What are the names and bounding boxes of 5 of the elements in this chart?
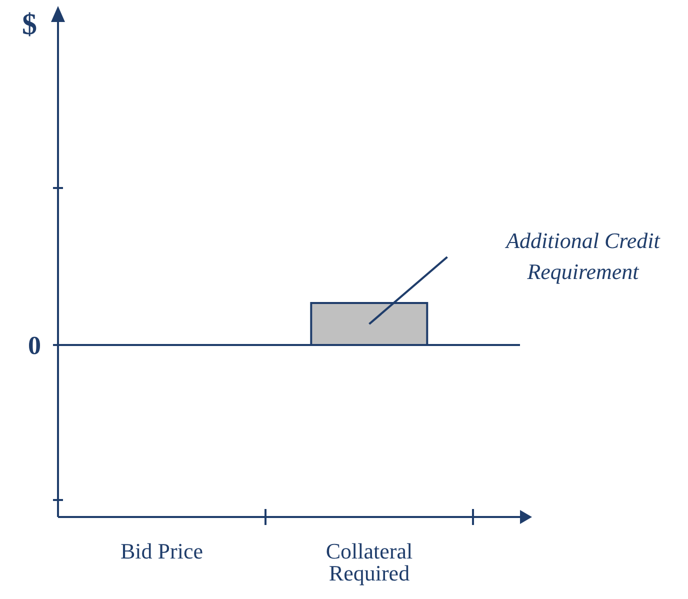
x-tick-label: Bid Price xyxy=(120,538,203,564)
text: $ xyxy=(22,8,37,42)
text: Additional Credit Requirement xyxy=(504,227,662,286)
x-tick-label: Collateral Required xyxy=(326,538,413,586)
ref-line-label: 0 xyxy=(28,331,41,360)
